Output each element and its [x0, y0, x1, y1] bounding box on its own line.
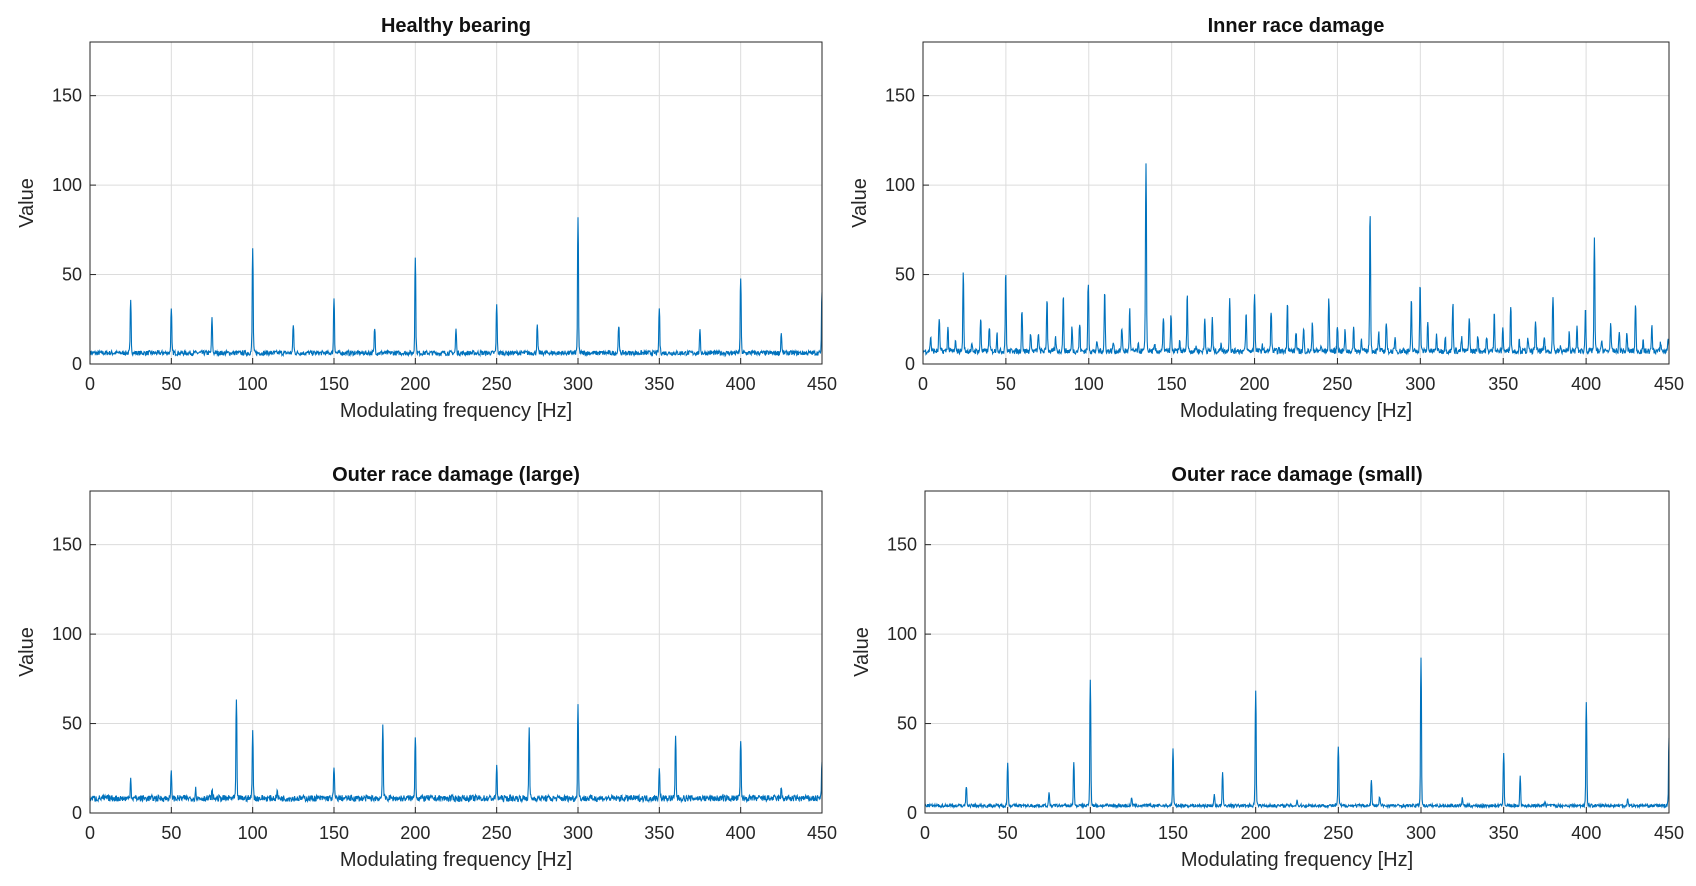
subplot-2: 0 50 100 150 200 250 300 350 400 450 0 50 100 150 Inne…	[849, 15, 1684, 422]
x-tick-label: 0	[918, 374, 928, 394]
x-tick-label: 200	[1240, 374, 1270, 394]
x-tick-label: 300	[563, 823, 593, 843]
plot-area	[923, 42, 1669, 364]
x-tick-label: 50	[998, 823, 1018, 843]
y-tick-label: 150	[887, 535, 917, 555]
x-axis-label: Modulating frequency [Hz]	[1180, 400, 1412, 422]
subplot-1: 0 50 100 150 200 250 300 350 400 450 0 50 100 150 Heal…	[16, 15, 837, 422]
y-axis-label: Value	[849, 178, 871, 228]
x-tick-label: 50	[161, 374, 181, 394]
x-tick-label: 0	[85, 823, 95, 843]
y-tick-label: 100	[52, 175, 82, 195]
x-tick-label: 100	[1074, 374, 1104, 394]
x-tick-label: 0	[85, 374, 95, 394]
axes-box	[89, 41, 823, 365]
y-axis-label: Value	[16, 627, 38, 677]
y-tick-label: 50	[62, 714, 82, 734]
y-tick-label: 100	[887, 624, 917, 644]
x-axis-label: Modulating frequency [Hz]	[340, 400, 572, 422]
x-tick-label: 50	[996, 374, 1016, 394]
x-tick-label: 150	[319, 374, 349, 394]
x-tick-label: 350	[1488, 374, 1518, 394]
x-tick-label: 100	[238, 374, 268, 394]
y-tick-label: 150	[52, 86, 82, 106]
series-line	[924, 657, 1670, 810]
x-tick-label: 450	[1654, 374, 1684, 394]
x-tick-label: 250	[1323, 823, 1353, 843]
x-tick-label: 450	[807, 374, 837, 394]
x-tick-label: 50	[161, 823, 181, 843]
y-axis-label: Value	[16, 178, 38, 228]
y-tick-label: 100	[52, 624, 82, 644]
x-tick-label: 400	[726, 374, 756, 394]
x-tick-label: 400	[726, 823, 756, 843]
x-tick-label: 450	[807, 823, 837, 843]
subplot-title: Outer race damage (small)	[1171, 464, 1422, 486]
plot-area	[90, 42, 822, 364]
subplot-title: Outer race damage (large)	[332, 464, 580, 486]
x-tick-label: 400	[1571, 374, 1601, 394]
axes-box	[922, 41, 1670, 365]
x-tick-label: 250	[1322, 374, 1352, 394]
series-line	[922, 163, 1670, 357]
x-tick-label: 150	[1158, 823, 1188, 843]
x-axis-label: Modulating frequency [Hz]	[340, 849, 572, 871]
x-tick-label: 150	[1157, 374, 1187, 394]
x-axis-label: Modulating frequency [Hz]	[1181, 849, 1413, 871]
y-tick-label: 0	[907, 803, 917, 823]
x-tick-label: 250	[482, 823, 512, 843]
x-tick-label: 400	[1571, 823, 1601, 843]
plot-area	[925, 491, 1669, 813]
x-tick-label: 350	[644, 823, 674, 843]
axes-box	[924, 490, 1670, 814]
x-tick-label: 150	[319, 823, 349, 843]
subplot-3: 0 50 100 150 200 250 300 350 400 450 0 50 100 150 Oute…	[16, 464, 837, 871]
x-tick-label: 200	[1241, 823, 1271, 843]
y-tick-label: 50	[897, 714, 917, 734]
y-tick-label: 100	[885, 175, 915, 195]
x-tick-label: 350	[644, 374, 674, 394]
x-tick-label: 0	[920, 823, 930, 843]
y-tick-label: 0	[905, 354, 915, 374]
x-tick-label: 200	[400, 823, 430, 843]
x-tick-label: 100	[1075, 823, 1105, 843]
x-tick-label: 300	[563, 374, 593, 394]
y-tick-label: 50	[62, 265, 82, 285]
plot-area	[90, 491, 822, 813]
x-tick-label: 100	[238, 823, 268, 843]
x-tick-label: 200	[400, 374, 430, 394]
x-tick-label: 250	[482, 374, 512, 394]
subplot-4: 0 50 100 150 200 250 300 350 400 450 0 50 100 150 Oute…	[851, 464, 1684, 871]
subplot-title: Inner race damage	[1208, 15, 1385, 37]
subplot-title: Healthy bearing	[381, 15, 531, 37]
series-line	[89, 217, 823, 358]
y-tick-label: 0	[72, 354, 82, 374]
axes-box	[89, 490, 823, 814]
y-tick-label: 0	[72, 803, 82, 823]
x-tick-label: 450	[1654, 823, 1684, 843]
x-tick-label: 300	[1405, 374, 1435, 394]
x-tick-label: 350	[1489, 823, 1519, 843]
y-tick-label: 150	[885, 86, 915, 106]
x-tick-label: 300	[1406, 823, 1436, 843]
y-tick-label: 50	[895, 265, 915, 285]
y-axis-label: Value	[851, 627, 873, 677]
series-line	[89, 699, 823, 804]
y-tick-label: 150	[52, 535, 82, 555]
